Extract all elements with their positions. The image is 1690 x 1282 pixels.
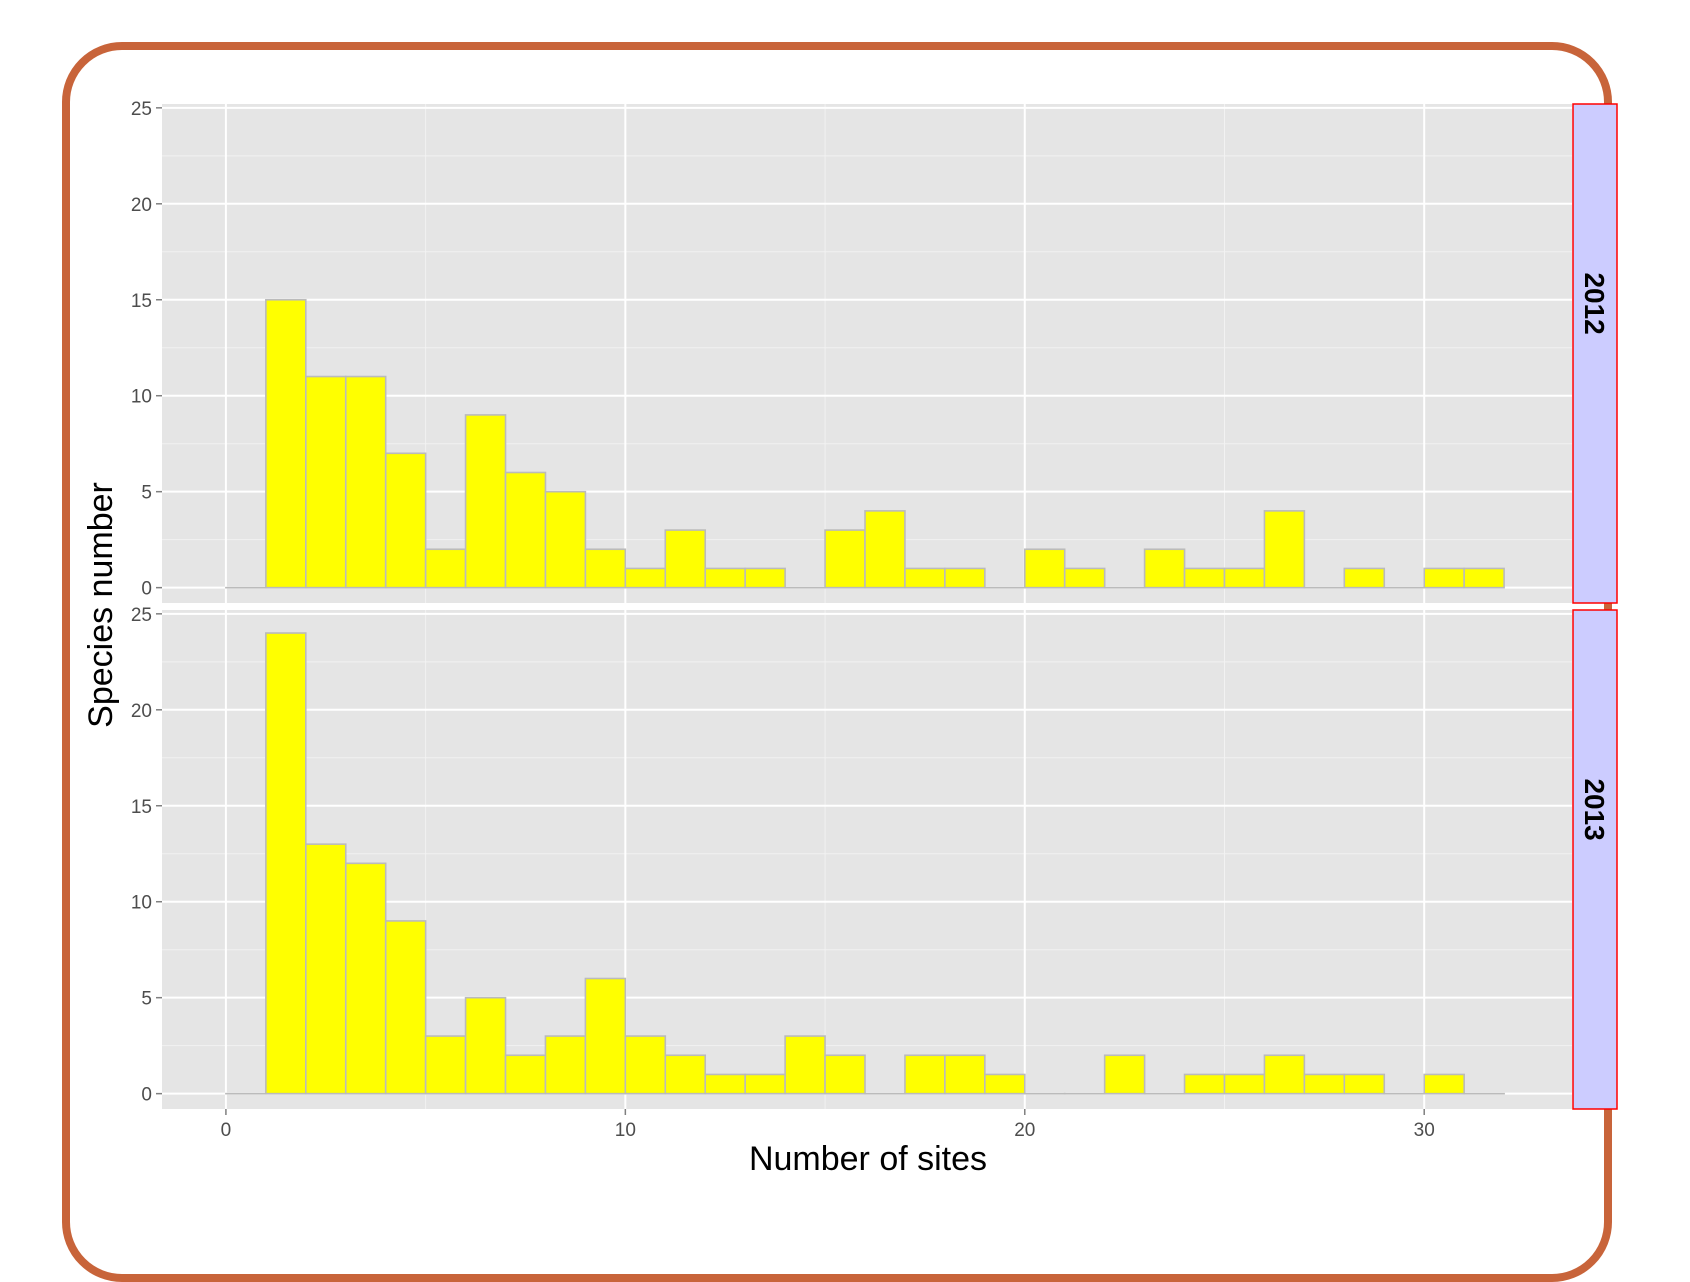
- y-tick-label: 5: [141, 989, 152, 1010]
- bar: [1065, 568, 1105, 587]
- bar: [266, 633, 306, 1094]
- y-tick-label: 10: [131, 893, 152, 914]
- y-tick-label: 25: [131, 605, 152, 626]
- y-tick-label: 0: [141, 579, 152, 600]
- bar: [585, 978, 625, 1093]
- y-tick-label: 20: [131, 701, 152, 722]
- bar: [1304, 1074, 1344, 1093]
- bar: [785, 1036, 825, 1094]
- bar: [1344, 568, 1384, 587]
- facet-strip: [1573, 104, 1617, 603]
- bar: [905, 568, 945, 587]
- bar: [825, 1055, 865, 1093]
- bar: [426, 1036, 466, 1094]
- bar: [1424, 1074, 1464, 1093]
- facet-panel-2012: 0 5 10 15 20 25 2012: [131, 99, 1617, 603]
- bar: [1145, 549, 1185, 587]
- y-tick-label: 15: [131, 291, 152, 312]
- bar: [585, 549, 625, 587]
- x-tick-label: 0: [221, 1120, 232, 1141]
- bar: [266, 300, 306, 588]
- bar: [1185, 1074, 1225, 1093]
- bar: [825, 530, 865, 588]
- x-tick-label: 10: [615, 1120, 636, 1141]
- y-tick-label: 20: [131, 195, 152, 216]
- y-tick-label: 5: [141, 483, 152, 504]
- y-tick-label: 25: [131, 99, 152, 120]
- bar: [665, 530, 705, 588]
- bar: [945, 1055, 985, 1093]
- panels-layer: 0 5 10 15 20 25 2012 0 5 10 15 20 25 2013: [131, 99, 1617, 1109]
- bar: [1105, 1055, 1145, 1093]
- bar: [386, 453, 426, 587]
- bar: [545, 1036, 585, 1094]
- bar: [1224, 1074, 1264, 1093]
- bar: [865, 511, 905, 588]
- faceted-histogram: 0 5 10 15 20 25 2012 0 5 10 15 20 25 2013 0 10 20 30 Num…: [0, 0, 1690, 1197]
- bar: [346, 863, 386, 1093]
- bar: [466, 415, 506, 588]
- bar: [466, 998, 506, 1094]
- bar: [625, 1036, 665, 1094]
- bar: [705, 568, 745, 587]
- bar: [705, 1074, 745, 1093]
- bar: [625, 568, 665, 587]
- bar: [985, 1074, 1025, 1093]
- bar: [1025, 549, 1065, 587]
- facet-panel-2013: 0 5 10 15 20 25 2013: [131, 605, 1617, 1109]
- bar: [306, 377, 346, 588]
- bar: [665, 1055, 705, 1093]
- bar: [1424, 568, 1464, 587]
- bar: [1344, 1074, 1384, 1093]
- facet-strip: [1573, 610, 1617, 1109]
- bar: [426, 549, 466, 587]
- bar: [545, 492, 585, 588]
- bar: [346, 377, 386, 588]
- x-axis-ticks: 0 10 20 30: [221, 1109, 1435, 1141]
- y-tick-label: 10: [131, 387, 152, 408]
- bar: [1185, 568, 1225, 587]
- bar: [1464, 568, 1504, 587]
- x-tick-label: 20: [1014, 1120, 1035, 1141]
- x-axis-title: Number of sites: [749, 1140, 987, 1178]
- bar: [386, 921, 426, 1094]
- bar: [306, 844, 346, 1094]
- facet-strip-label: 2012: [1579, 272, 1610, 334]
- bar: [745, 568, 785, 587]
- bar: [745, 1074, 785, 1093]
- y-tick-label: 0: [141, 1085, 152, 1106]
- y-tick-label: 15: [131, 797, 152, 818]
- bar: [1224, 568, 1264, 587]
- facet-strip-label: 2013: [1579, 778, 1610, 840]
- bar: [905, 1055, 945, 1093]
- bar: [1264, 511, 1304, 588]
- bar: [1264, 1055, 1304, 1093]
- bar: [945, 568, 985, 587]
- y-axis-title: Species number: [82, 482, 120, 728]
- bar: [506, 1055, 546, 1093]
- bar: [506, 472, 546, 587]
- x-tick-label: 30: [1414, 1120, 1435, 1141]
